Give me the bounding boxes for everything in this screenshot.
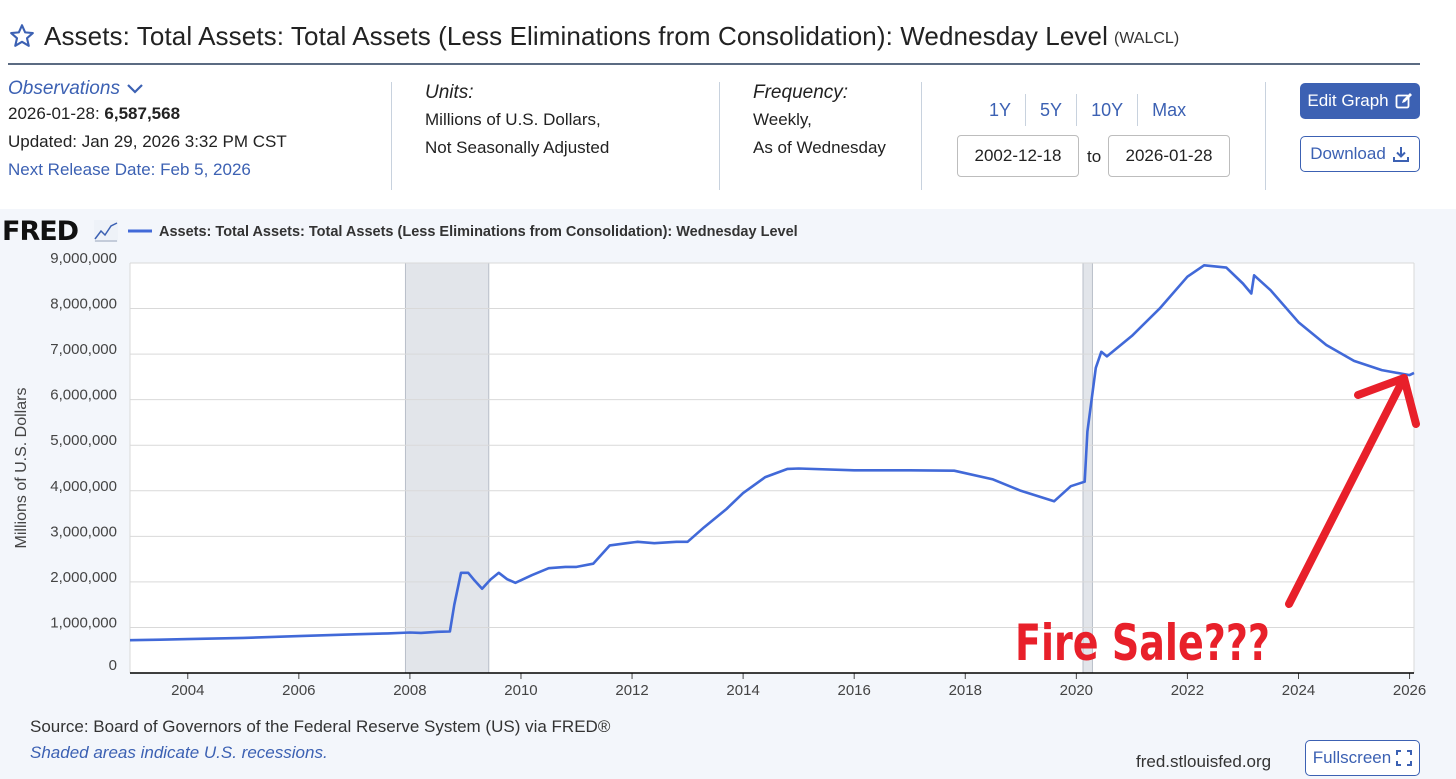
units-line1: Millions of U.S. Dollars, <box>425 110 601 129</box>
x-tick-label: 2010 <box>504 682 537 699</box>
y-tick-label: 7,000,000 <box>50 341 117 358</box>
x-tick-label: 2018 <box>949 682 982 699</box>
fullscreen-icon <box>1396 750 1413 766</box>
chart-panel: 0 1,000,000 2,000,000 3,000,000 4,000,000 5,0… <box>0 209 1456 779</box>
frequency-line2: As of Wednesday <box>753 138 886 157</box>
divider <box>921 82 922 190</box>
frequency-panel: Frequency: Weekly, As of Wednesday <box>753 80 913 200</box>
latest-observation: 2026-01-28: 6,587,568 <box>8 100 388 128</box>
divider <box>1265 82 1266 190</box>
range-buttons: 1Y 5Y 10Y Max <box>975 94 1200 126</box>
frequency-line1: Weekly, <box>753 110 812 129</box>
line-chart-icon <box>94 220 118 242</box>
range-10y-button[interactable]: 10Y <box>1091 99 1124 120</box>
x-tick-label: 2008 <box>393 682 426 699</box>
y-tick-label: 8,000,000 <box>50 296 117 313</box>
next-release-link[interactable]: Next Release Date: Feb 5, 2026 <box>8 160 251 179</box>
range-1y-button[interactable]: 1Y <box>989 99 1012 120</box>
download-icon <box>1392 147 1409 162</box>
latest-value: 6,587,568 <box>104 104 181 123</box>
x-tick-label: 2026 <box>1393 682 1426 699</box>
fullscreen-button[interactable]: Fullscreen <box>1305 740 1420 776</box>
y-tick-label: 2,000,000 <box>50 569 117 586</box>
units-panel: Units: Millions of U.S. Dollars, Not Sea… <box>425 80 705 200</box>
x-tick-label: 2012 <box>615 682 648 699</box>
units-label: Units: <box>425 82 474 103</box>
star-outline-icon[interactable] <box>8 22 36 50</box>
updated-text: Updated: Jan 29, 2026 3:32 PM CST <box>8 132 287 151</box>
divider <box>1025 94 1027 126</box>
series-line <box>129 264 1415 642</box>
fullscreen-label: Fullscreen <box>1312 748 1392 767</box>
x-tick-labels: 2004 2006 2008 2010 2012 2014 2016 2018 2020 2022… <box>171 673 1426 699</box>
y-tick-label: 4,000,000 <box>50 478 117 495</box>
plot-area <box>130 263 1414 673</box>
range-5y-button[interactable]: 5Y <box>1040 99 1063 120</box>
frequency-label: Frequency: <box>753 82 849 103</box>
fred-logo[interactable]: FRED <box>2 216 79 247</box>
series <box>129 264 1415 642</box>
download-button[interactable]: Download <box>1300 136 1420 172</box>
x-tick-label: 2004 <box>171 682 204 699</box>
source-text: Source: Board of Governors of the Federa… <box>30 717 611 736</box>
x-tick-label: 2016 <box>838 682 871 699</box>
y-tick-label: 9,000,000 <box>50 250 117 267</box>
x-tick-label: 2024 <box>1282 682 1315 699</box>
divider <box>1137 94 1139 126</box>
chevron-down-icon <box>127 84 143 94</box>
page-title: Assets: Total Assets: Total Assets (Less… <box>44 20 1108 51</box>
end-date-input[interactable]: 2026-01-28 <box>1108 135 1230 177</box>
y-tick-labels: 0 1,000,000 2,000,000 3,000,000 4,000,000 5,0… <box>50 250 117 674</box>
series-id: (WALCL) <box>1113 30 1180 47</box>
annotation-text: Fire Sale??? <box>1015 614 1270 672</box>
observations-dropdown[interactable]: Observations <box>8 78 388 100</box>
x-tick-label: 2006 <box>282 682 315 699</box>
y-tick-label: 6,000,000 <box>50 387 117 404</box>
latest-date: 2026-01-28: <box>8 104 100 123</box>
divider <box>719 82 720 190</box>
chart: 0 1,000,000 2,000,000 3,000,000 4,000,000 5,0… <box>13 224 1426 699</box>
divider <box>1076 94 1078 126</box>
y-tick-label: 0 <box>109 657 117 674</box>
observations-panel: Observations 2026-01-28: 6,587,568 Updat… <box>8 78 388 198</box>
title-row: Assets: Total Assets: Total Assets (Less… <box>8 16 1179 56</box>
legend-label: Assets: Total Assets: Total Assets (Less… <box>159 224 798 240</box>
to-label: to <box>1087 147 1102 166</box>
x-tick-label: 2020 <box>1060 682 1093 699</box>
y-tick-label: 1,000,000 <box>50 614 117 631</box>
x-tick-label: 2022 <box>1171 682 1204 699</box>
x-tick-label: 2014 <box>726 682 759 699</box>
download-label: Download <box>1310 144 1386 163</box>
observations-label: Observations <box>8 78 120 99</box>
start-date-input[interactable]: 2002-12-18 <box>957 135 1079 177</box>
y-tick-label: 5,000,000 <box>50 432 117 449</box>
edit-graph-button[interactable]: Edit Graph <box>1300 83 1420 119</box>
site-url[interactable]: fred.stlouisfed.org <box>1136 752 1272 771</box>
title-divider <box>8 63 1420 65</box>
edit-graph-label: Edit Graph <box>1307 91 1389 110</box>
annotation-arrow <box>1285 374 1420 608</box>
range-max-button[interactable]: Max <box>1152 99 1187 120</box>
recession-bands <box>404 263 1093 673</box>
y-axis-label: Millions of U.S. Dollars <box>13 388 30 549</box>
edit-icon <box>1395 93 1412 109</box>
recession-band <box>405 263 489 673</box>
units-line2: Not Seasonally Adjusted <box>425 138 610 157</box>
y-tick-label: 3,000,000 <box>50 523 117 540</box>
divider <box>391 82 392 190</box>
recession-note-link[interactable]: Shaded areas indicate U.S. recessions. <box>30 743 328 762</box>
recession-band <box>1083 263 1093 673</box>
